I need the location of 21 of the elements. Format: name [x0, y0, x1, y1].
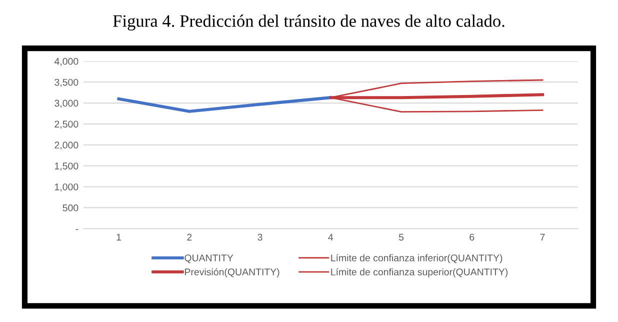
y-tick-label: 3,500 — [54, 78, 78, 87]
legend-label: Límite de confianza superior(QUANTITY) — [331, 268, 508, 278]
legend-label: Previsión(QUANTITY) — [185, 268, 280, 278]
y-tick-label: 500 — [62, 204, 78, 212]
x-tick-label: 4 — [328, 234, 334, 241]
x-tick-label: 7 — [540, 234, 545, 241]
y-tick-label: - — [76, 229, 78, 230]
legend-label: Límite de confianza inferior(QUANTITY) — [331, 254, 502, 264]
y-tick-label: 2,000 — [54, 142, 78, 150]
x-tick-label: 1 — [116, 234, 121, 241]
y-tick-label: 3,000 — [54, 100, 78, 108]
x-tick-label: 2 — [187, 234, 192, 241]
x-tick-label: 6 — [470, 234, 474, 241]
y-tick-label: 1,500 — [54, 162, 78, 171]
chart-title: Figura 4. Predicción del tránsito de naves de alto calado. — [113, 14, 504, 30]
x-tick-label: 5 — [398, 234, 404, 241]
y-tick-label: 4,000 — [54, 58, 78, 66]
x-tick-label: 3 — [258, 234, 262, 241]
legend-label: QUANTITY — [184, 254, 234, 264]
y-tick-label: 2,500 — [54, 120, 78, 129]
y-tick-label: 1,000 — [54, 183, 78, 192]
